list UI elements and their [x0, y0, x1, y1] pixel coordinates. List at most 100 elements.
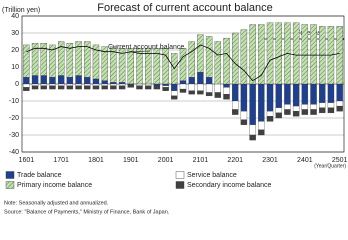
bar — [327, 83, 335, 103]
bar — [275, 83, 282, 108]
leader — [130, 50, 151, 52]
bar — [310, 83, 317, 105]
bar — [310, 104, 317, 110]
bar — [118, 83, 126, 86]
x-tick-label: 1901 — [123, 157, 139, 164]
bar — [249, 124, 256, 136]
bar — [162, 87, 169, 91]
line-label: Current account balance — [108, 44, 184, 51]
bar — [258, 83, 265, 122]
bar — [144, 83, 152, 86]
bar — [92, 85, 100, 90]
bar — [84, 41, 91, 78]
bar — [284, 109, 291, 115]
bar — [258, 121, 265, 131]
bar — [31, 75, 39, 85]
bar — [197, 90, 204, 95]
bar — [327, 102, 335, 108]
bar — [249, 134, 256, 141]
x-tick-label: 2001 — [158, 157, 174, 164]
bar — [136, 48, 143, 85]
bar — [188, 77, 195, 85]
bar — [23, 77, 30, 85]
bar — [223, 87, 230, 95]
bar — [49, 85, 56, 90]
bar — [84, 85, 91, 90]
x-axis-label: (Year/Quarter) — [314, 163, 346, 169]
bar — [57, 41, 65, 76]
bar — [75, 83, 82, 86]
legend-label: Service balance — [187, 172, 237, 179]
bar — [240, 83, 248, 112]
bar — [101, 85, 108, 90]
bar — [144, 48, 152, 85]
bar — [188, 83, 195, 91]
bar — [336, 105, 343, 112]
bar — [31, 85, 39, 90]
bar — [310, 109, 317, 115]
y-tick-label: -30 — [9, 132, 19, 139]
bar — [319, 102, 326, 108]
bar — [57, 85, 65, 90]
bar — [275, 22, 282, 85]
bar — [92, 83, 100, 86]
bar — [258, 129, 265, 136]
bar — [49, 44, 56, 78]
forecast-label: Forecast — [296, 30, 323, 37]
bar — [179, 83, 187, 90]
bar — [66, 77, 74, 85]
bar — [179, 80, 187, 85]
bar — [75, 85, 82, 90]
bar — [136, 83, 143, 86]
y-tick-label: 30 — [11, 30, 19, 37]
bar — [266, 111, 274, 117]
bar — [214, 41, 222, 85]
bar — [40, 75, 47, 85]
bar — [110, 82, 117, 85]
bar — [75, 75, 82, 85]
x-tick-label: 2201 — [227, 157, 243, 164]
bar — [284, 83, 291, 105]
bar — [153, 83, 161, 86]
bar — [118, 48, 126, 83]
bar — [162, 85, 169, 88]
bar — [232, 32, 239, 85]
y-tick-label: -20 — [9, 115, 19, 122]
bar — [214, 92, 222, 98]
bar — [49, 77, 56, 85]
bar — [205, 77, 213, 85]
legend-label: Secondary income balance — [187, 182, 272, 189]
bar — [188, 90, 195, 95]
bar — [101, 83, 108, 86]
bar — [57, 83, 65, 86]
bar — [205, 92, 213, 97]
x-tick-label: 2501 — [332, 157, 348, 164]
bar — [162, 48, 169, 85]
legend-label: Trade balance — [17, 172, 62, 179]
bar — [171, 90, 178, 97]
bar — [205, 83, 213, 93]
bar — [197, 83, 204, 91]
bar — [162, 83, 169, 86]
bar — [179, 88, 187, 93]
bar — [127, 48, 134, 85]
y-tick-label: -40 — [9, 149, 19, 156]
bar — [171, 83, 178, 91]
x-tick-label: 2401 — [297, 157, 313, 164]
legend-swatch — [175, 181, 185, 189]
bar — [188, 41, 195, 78]
bar — [197, 71, 204, 85]
bar — [240, 111, 248, 120]
bar — [336, 26, 343, 85]
bar — [92, 44, 100, 80]
legend-swatch — [5, 181, 15, 189]
bar — [57, 75, 65, 85]
bar — [153, 48, 161, 85]
bar — [136, 85, 143, 90]
bar — [301, 109, 309, 115]
bar — [101, 80, 108, 85]
bar — [110, 46, 117, 83]
bar — [301, 104, 309, 110]
source: Source: "Balance of Payments," Ministry … — [4, 209, 170, 215]
legend-swatch — [5, 171, 15, 179]
